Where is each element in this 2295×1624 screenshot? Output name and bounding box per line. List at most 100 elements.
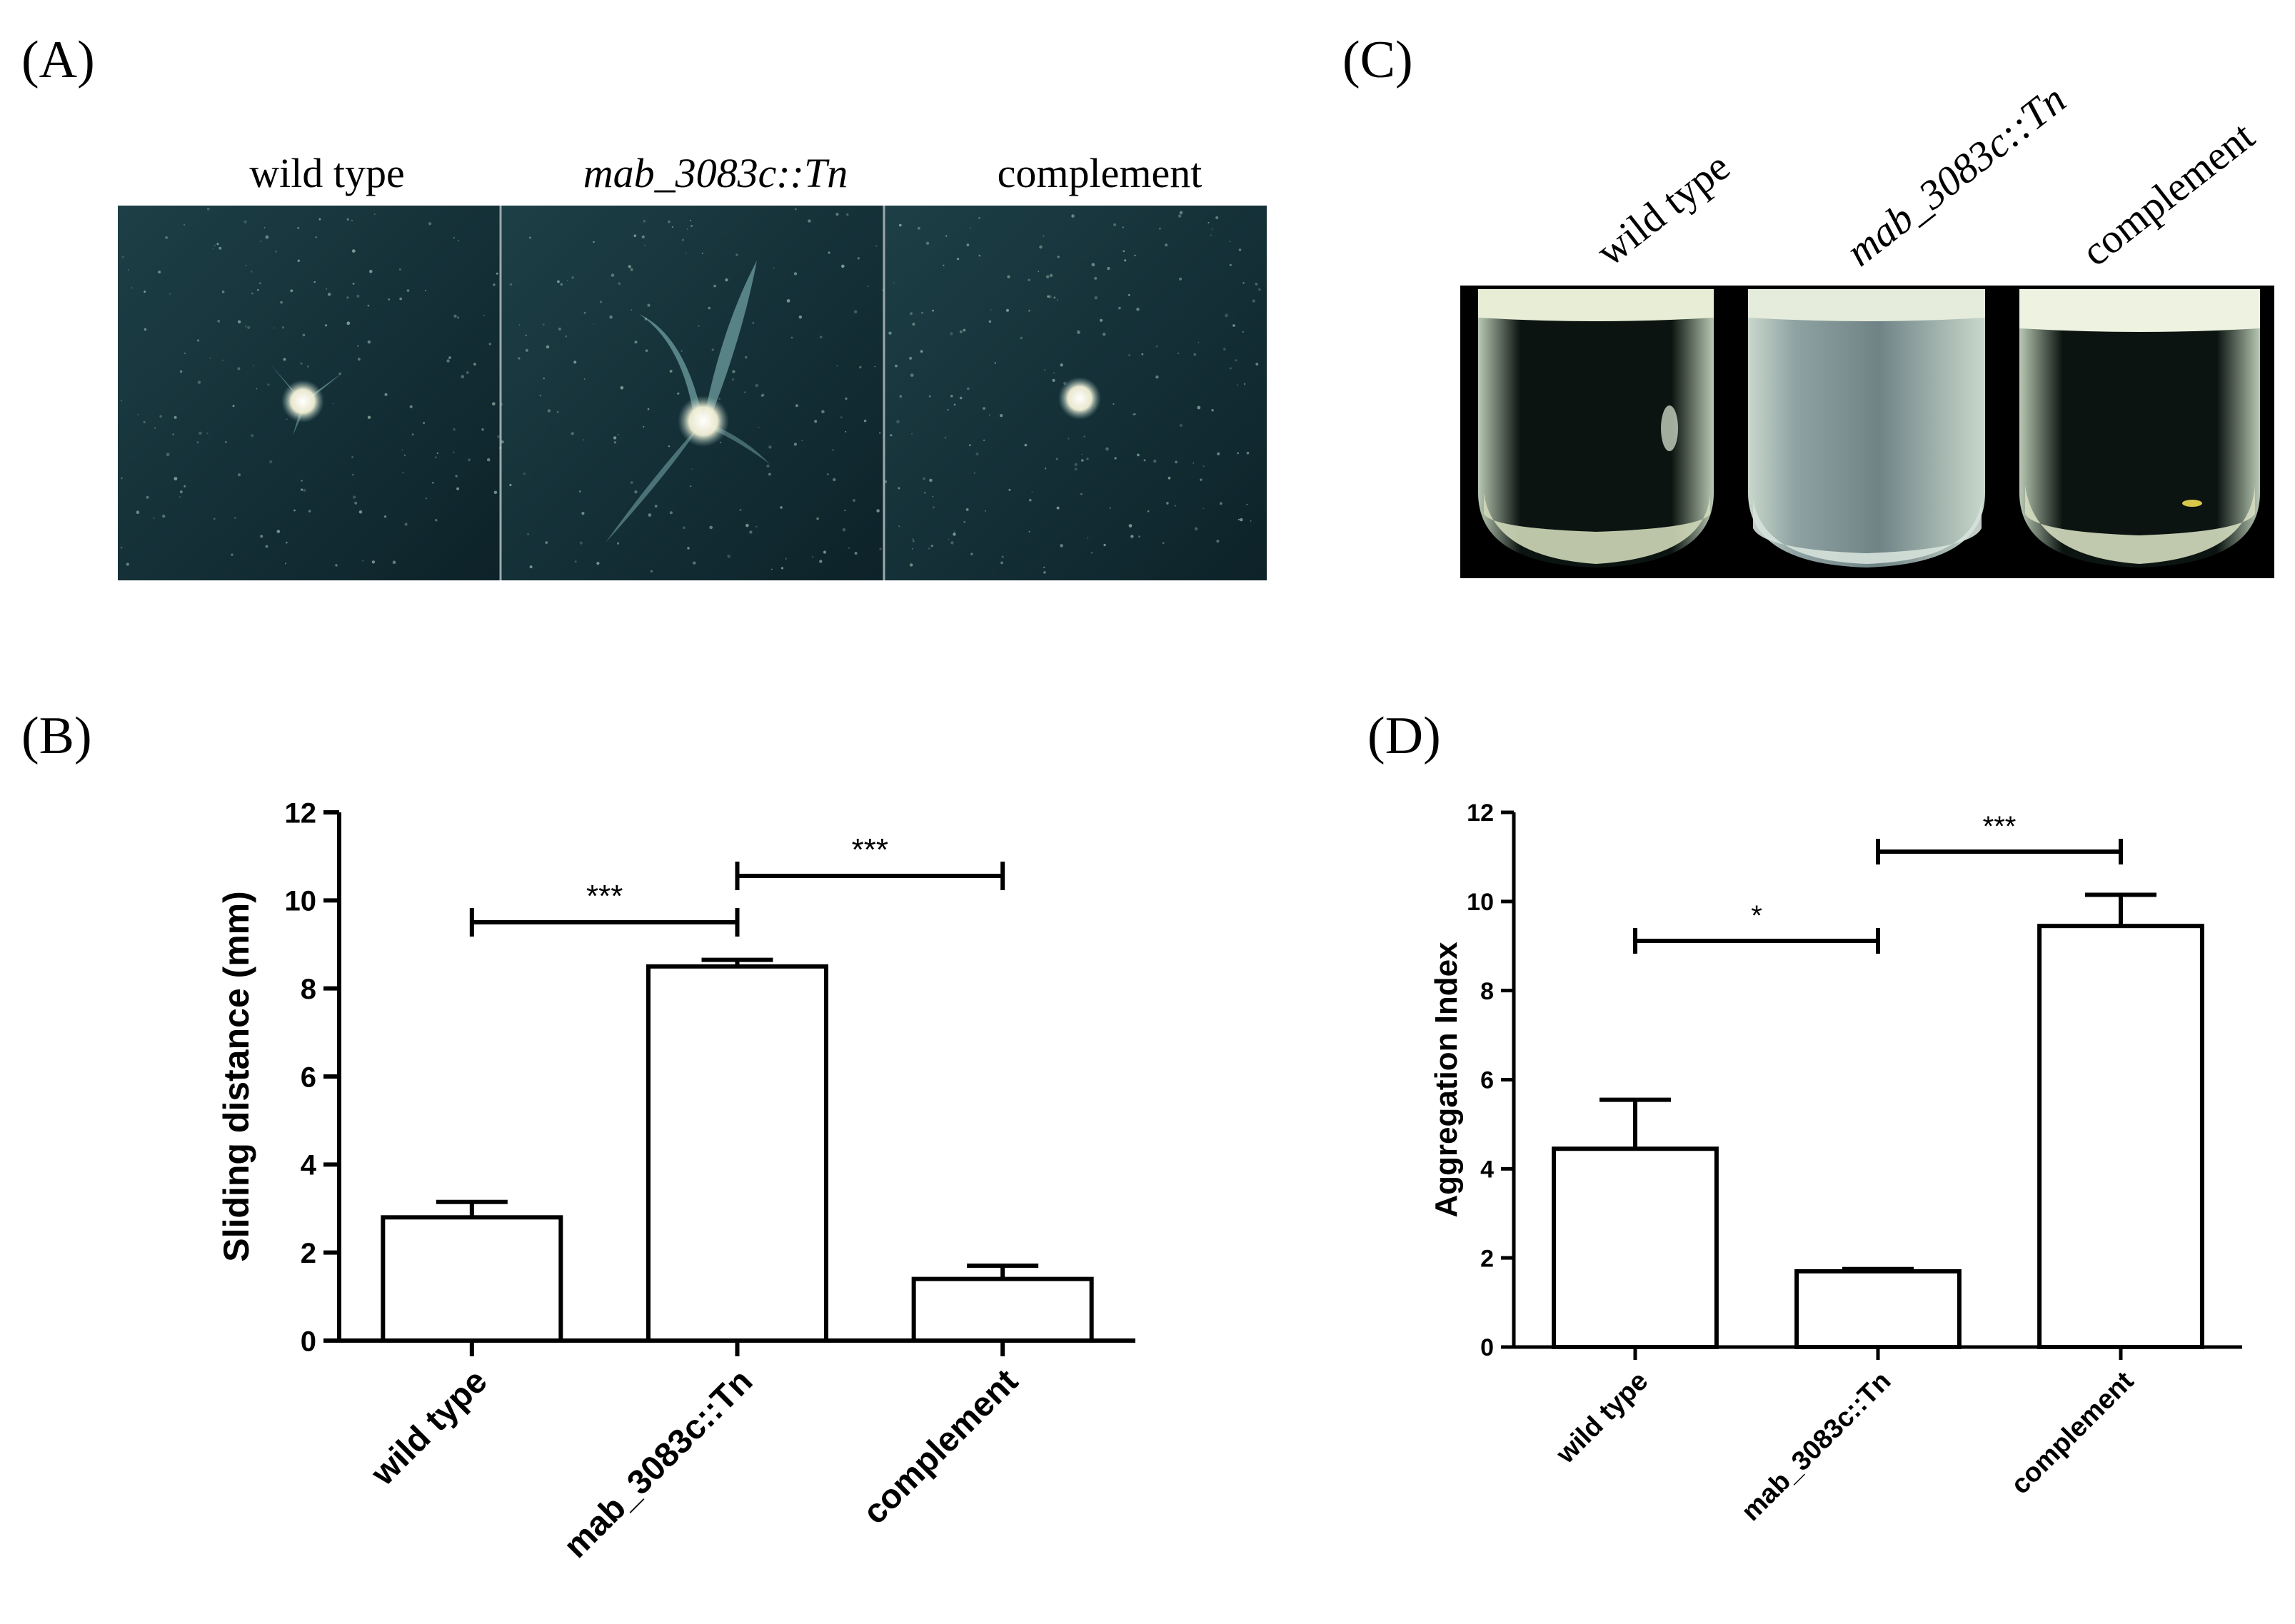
agar-speckle [1197, 405, 1201, 410]
agar-speckle [1043, 235, 1045, 237]
agar-speckle [1080, 459, 1084, 462]
agar-speckle [131, 287, 133, 289]
agar-speckle [966, 243, 970, 246]
bar [2037, 924, 2204, 1349]
agar-speckle [367, 304, 370, 307]
agar-speckle [1024, 443, 1028, 447]
agar-speckle [944, 436, 947, 439]
agar-speckle [1217, 452, 1220, 455]
agar-speckle [251, 434, 254, 438]
agar-speckle [1001, 555, 1004, 558]
agar-speckle [197, 339, 200, 342]
agar-speckle [668, 220, 671, 223]
agar-speckle [854, 552, 858, 555]
agar-speckle [1258, 288, 1261, 291]
agar-speckle [963, 520, 966, 523]
agar-speckle [136, 510, 140, 514]
agar-speckle [780, 567, 784, 570]
agar-speckle [929, 478, 933, 483]
agar-speckle [493, 283, 496, 286]
agar-speckle [212, 247, 214, 249]
agar-speckle [932, 495, 934, 498]
agar-speckle [224, 440, 227, 443]
agar-speckle [358, 510, 363, 514]
agar-speckle [217, 320, 221, 323]
agar-speckle [711, 348, 714, 351]
agar-speckle [448, 356, 451, 360]
agar-speckle [237, 320, 241, 323]
tube-complement [2019, 289, 2260, 568]
agar-speckle [583, 439, 585, 441]
agar-speckle [773, 267, 775, 269]
agar-speckle [898, 223, 902, 227]
agar-speckle [143, 420, 146, 424]
agar-speckle [1211, 228, 1213, 230]
agar-speckle [1103, 543, 1106, 547]
agar-speckle [269, 460, 273, 464]
agar-speckle [539, 395, 541, 397]
agar-speckle [232, 405, 235, 408]
agar-speckle [844, 509, 846, 511]
agar-speckle [1194, 527, 1198, 531]
agar-speckle [845, 397, 848, 400]
significance-label: *** [586, 879, 623, 914]
photo-c: wild type mab_3083c::Tn complement [1460, 76, 2274, 578]
agar-speckle [879, 548, 882, 550]
agar-speckle [574, 560, 577, 563]
agar-speckle [358, 358, 361, 361]
agar-speckle [434, 456, 437, 459]
agar-speckle [1147, 510, 1150, 513]
x-tick-label: complement [856, 1362, 1025, 1531]
agar-speckle [1039, 245, 1043, 249]
agar-speckle [197, 380, 201, 384]
agar-speckle [501, 440, 504, 444]
agar-speckle [1052, 378, 1055, 383]
agar-speckle [1028, 278, 1030, 281]
agar-speckle [457, 240, 459, 241]
agar-speckle [785, 558, 787, 560]
agar-speckle [1252, 299, 1256, 303]
agar-speckle [1087, 537, 1089, 539]
agar-speckle [828, 251, 830, 254]
agar-speckle [1020, 336, 1023, 340]
agar-speckle [950, 332, 953, 336]
agar-speckle [409, 405, 413, 408]
agar-speckle [1141, 353, 1144, 355]
agar-speckle [1043, 566, 1045, 568]
agar-speckle [286, 418, 288, 420]
agar-speckle [1107, 266, 1110, 271]
agar-speckle [456, 487, 460, 490]
agar-speckle [842, 528, 846, 532]
agar-speckle [1123, 250, 1125, 253]
agar-speckle [253, 364, 255, 366]
agar-speckle [466, 371, 469, 374]
agar-speckle [975, 452, 979, 455]
agar-speckle [911, 548, 913, 550]
agar-speckle [352, 473, 354, 476]
agar-speckle [848, 548, 850, 549]
agar-speckle [1155, 375, 1159, 379]
agar-speckle [327, 293, 331, 296]
agar-speckle [1166, 502, 1169, 505]
agar-speckle [165, 236, 169, 239]
agar-speckle [243, 220, 247, 223]
agar-speckle [859, 365, 862, 369]
agar-speckle [833, 478, 836, 482]
agar-speckle [1229, 263, 1232, 266]
agar-speckle [1028, 498, 1032, 502]
agar-speckle [1165, 243, 1168, 247]
agar-speckle [403, 454, 406, 456]
agar-speckle [669, 511, 673, 515]
agar-speckle [583, 311, 586, 314]
agar-speckle [154, 427, 156, 429]
agar-speckle [234, 517, 236, 519]
agar-speckle [1134, 254, 1136, 257]
agar-speckle [669, 370, 673, 373]
agar-speckle [808, 219, 811, 223]
agar-speckle [620, 386, 624, 390]
agar-speckle [308, 510, 311, 513]
tube-wild-type [1478, 289, 1714, 568]
photo-a-label-wild-type: wild type [249, 150, 404, 196]
agar-speckle [578, 490, 581, 493]
agar-speckle [994, 362, 997, 364]
